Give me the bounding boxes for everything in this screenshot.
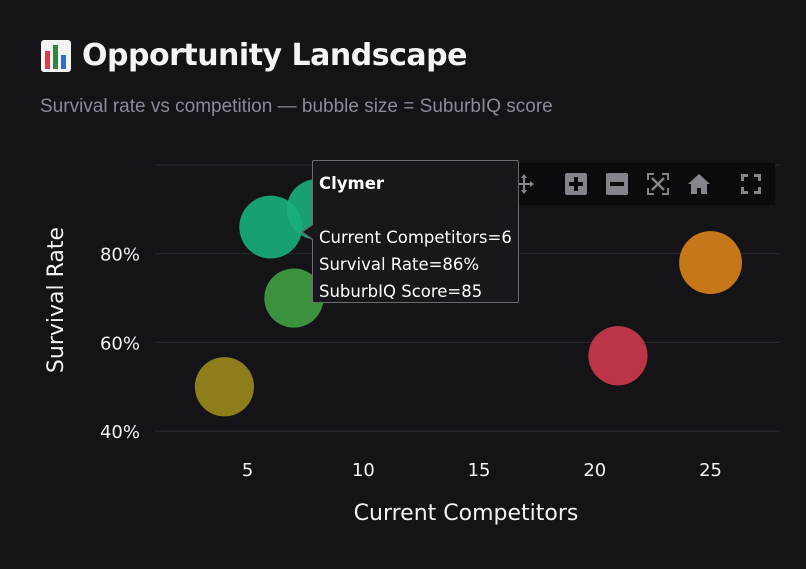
x-tick-label: 20 [583,460,606,481]
page-subtitle: Survival rate vs competition — bubble si… [40,96,553,117]
title-row: Opportunity Landscape [40,38,467,73]
bubble-point[interactable] [679,231,743,295]
zoom-out-icon[interactable] [604,171,630,197]
page-title: Opportunity Landscape [82,38,467,73]
chart-modebar [505,163,775,205]
pan-icon[interactable] [511,171,537,197]
autoscale-icon[interactable] [645,171,671,197]
hover-tooltip: Clymer Current Competitors=6 Survival Ra… [312,160,519,303]
tooltip-line-competitors: Current Competitors=6 [319,228,512,247]
x-tick-label: 5 [242,460,253,481]
x-tick-label: 15 [468,460,491,481]
bubble-point[interactable] [588,326,648,386]
bubble-point[interactable] [239,195,303,259]
x-tick-labels: 5 10 15 20 25 [242,460,722,481]
bubble-point[interactable] [194,357,255,417]
y-tick-labels: 40% 60% 80% [100,245,140,443]
y-tick-label: 80% [100,245,140,266]
x-tick-label: 25 [699,460,722,481]
y-tick-label: 60% [100,333,140,354]
y-axis-label: Survival Rate [44,227,69,373]
tooltip-title: Clymer [319,174,385,193]
zoom-in-icon[interactable] [563,171,589,197]
bubble-point[interactable] [264,268,324,328]
tooltip-line-survival: Survival Rate=86% [319,255,480,274]
fullscreen-icon[interactable] [738,171,764,197]
bar-chart-icon [41,39,71,72]
x-tick-label: 10 [352,460,375,481]
y-tick-label: 40% [100,422,140,443]
x-axis-label: Current Competitors [354,501,579,526]
tooltip-line-score: SuburbIQ Score=85 [319,282,483,301]
reset-axes-icon[interactable] [686,171,712,197]
